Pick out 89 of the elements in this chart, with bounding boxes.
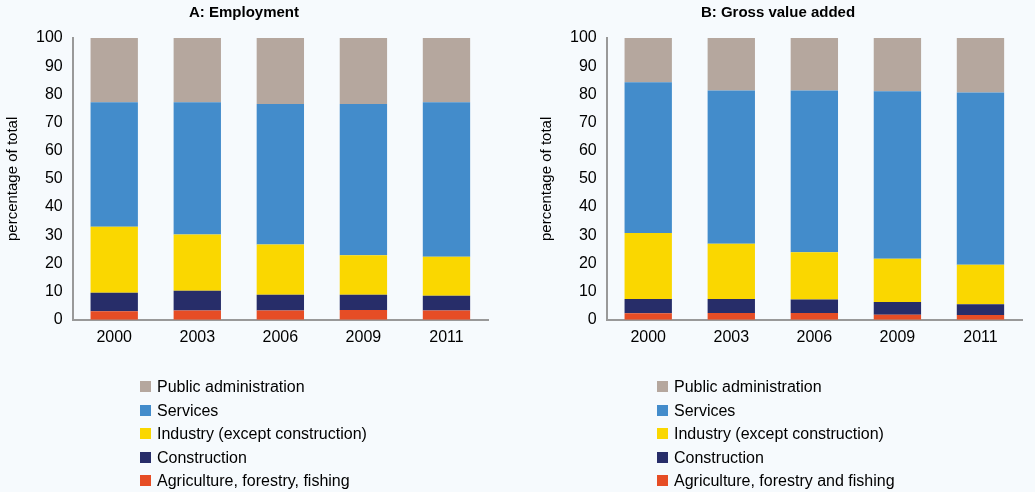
legend-label: Agriculture, forestry, fishing — [157, 471, 350, 491]
bar — [90, 292, 138, 312]
bar — [790, 38, 839, 91]
bar — [90, 38, 138, 103]
x-tick-label: 2006 — [796, 327, 833, 345]
y-tick-label: 0 — [53, 310, 63, 328]
bar — [624, 313, 672, 320]
bar — [256, 294, 305, 311]
y-tick-label: 80 — [578, 84, 597, 102]
bar — [422, 38, 471, 103]
bar — [790, 90, 839, 253]
x-tick-label: 2000 — [96, 327, 133, 345]
bar — [339, 103, 388, 256]
chart-title: A: Employment — [188, 3, 300, 21]
bar — [624, 298, 672, 314]
bar — [707, 90, 755, 244]
legend-label: Public administration — [157, 377, 305, 397]
y-axis-title: percentage of total — [3, 116, 21, 242]
x-tick-label: 2011 — [963, 327, 998, 345]
bar — [339, 255, 388, 295]
x-tick-label: 2003 — [179, 327, 216, 345]
bar — [624, 38, 672, 83]
y-tick-label: 100 — [569, 28, 597, 46]
bar — [90, 226, 138, 293]
y-tick-label: 90 — [578, 56, 597, 74]
legend-label: Construction — [157, 447, 247, 468]
legend-label: Construction — [674, 447, 764, 468]
y-tick-label: 0 — [587, 310, 597, 328]
bar — [873, 91, 922, 259]
y-tick-label: 20 — [44, 253, 63, 271]
y-tick-label: 50 — [44, 169, 63, 187]
bar — [422, 295, 471, 311]
bar — [707, 243, 755, 299]
bar — [707, 38, 755, 91]
x-tick-label: 2009 — [879, 327, 916, 345]
bar — [339, 38, 388, 104]
bar — [873, 38, 922, 92]
bar — [90, 311, 138, 320]
bar — [90, 102, 138, 227]
bar — [173, 234, 221, 291]
y-tick-label: 70 — [578, 112, 597, 130]
bar — [256, 103, 305, 245]
bar — [256, 244, 305, 295]
bar — [956, 304, 1005, 316]
x-tick-label: 2006 — [262, 327, 299, 345]
bar — [256, 38, 305, 104]
bar — [422, 102, 471, 257]
bar — [339, 294, 388, 310]
bar — [173, 38, 221, 103]
y-tick-label: 40 — [578, 197, 597, 215]
y-tick-label: 80 — [44, 84, 63, 102]
y-tick-label: 90 — [44, 56, 63, 74]
legend-label: Industry (except construction) — [157, 424, 367, 444]
bar — [422, 256, 471, 296]
bar — [790, 299, 839, 314]
bar — [956, 264, 1005, 305]
y-axis-title: percentage of total — [537, 116, 555, 242]
legend-label: Agriculture, forestry and fishing — [674, 471, 895, 491]
legend-label: Services — [157, 400, 219, 421]
y-tick-label: 10 — [578, 282, 597, 300]
x-tick-label: 2011 — [429, 327, 464, 345]
y-tick-label: 100 — [35, 28, 63, 46]
bar — [873, 302, 922, 315]
y-tick-label: 70 — [44, 112, 63, 130]
x-tick-label: 2003 — [713, 327, 750, 345]
x-tick-label: 2000 — [630, 327, 667, 345]
y-tick-label: 30 — [578, 225, 597, 243]
y-tick-label: 30 — [44, 225, 63, 243]
x-tick-label: 2009 — [345, 327, 382, 345]
y-tick-label: 10 — [44, 282, 63, 300]
legend-label: Industry (except construction) — [674, 424, 884, 444]
bar — [173, 102, 221, 235]
y-tick-label: 20 — [578, 253, 597, 271]
y-tick-label: 60 — [578, 141, 597, 159]
y-tick-label: 40 — [44, 197, 63, 215]
bar — [624, 82, 672, 234]
bar — [339, 309, 388, 320]
legend-label: Services — [674, 400, 736, 421]
bar — [790, 252, 839, 300]
bar — [173, 290, 221, 311]
bar — [707, 298, 755, 314]
y-tick-label: 60 — [44, 141, 63, 159]
legend-label: Public administration — [674, 377, 822, 397]
bar — [956, 92, 1005, 265]
y-tick-label: 50 — [578, 169, 597, 187]
bar — [873, 258, 922, 303]
chart-title: B: Gross value added — [700, 3, 856, 21]
bar — [956, 38, 1005, 93]
bar — [624, 233, 672, 299]
